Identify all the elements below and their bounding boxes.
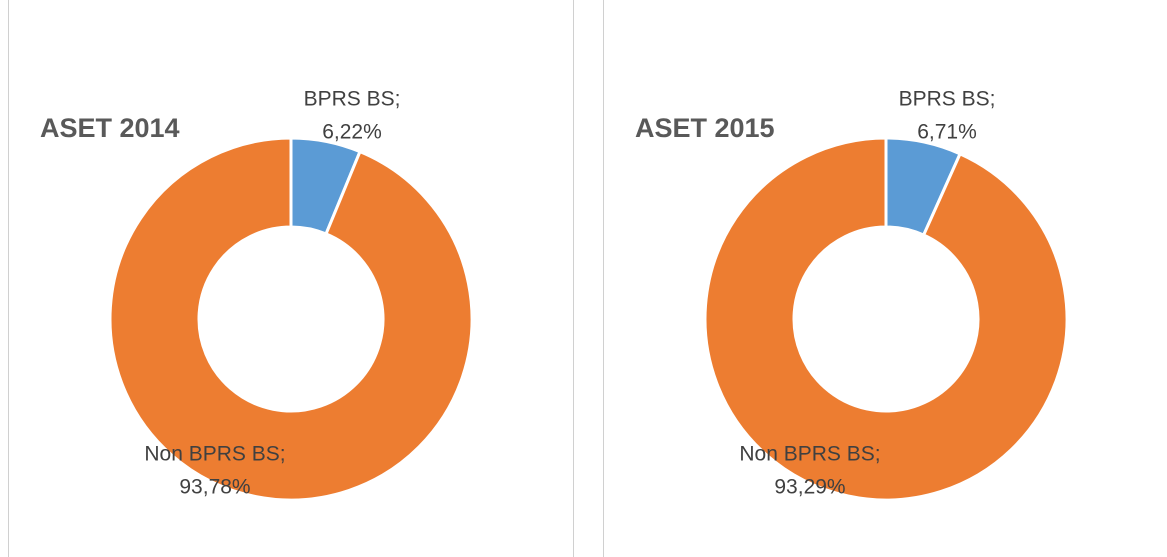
data-label-category: Non BPRS BS; [144,443,285,466]
chart-title: ASET 2015 [635,113,775,143]
data-label-category: BPRS BS; [304,88,401,111]
donut-slice [703,136,1069,502]
donut-slice [108,136,474,502]
data-label-category: Non BPRS BS; [739,443,880,466]
chart-title: ASET 2014 [40,113,180,143]
data-label-value: 93,78% [179,476,250,499]
data-label-value: 6,71% [917,121,977,144]
data-label-value: 6,22% [322,121,382,144]
data-label-category: BPRS BS; [899,88,996,111]
data-label-value: 93,29% [774,476,845,499]
